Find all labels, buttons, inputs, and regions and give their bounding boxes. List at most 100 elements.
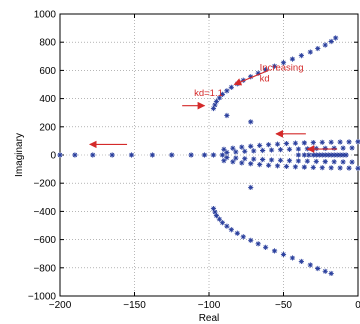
data-point xyxy=(337,139,343,145)
data-point xyxy=(251,148,257,154)
data-point xyxy=(277,157,284,163)
grid xyxy=(60,14,358,296)
data-point xyxy=(188,152,194,158)
data-point xyxy=(280,251,287,258)
data-point xyxy=(268,157,275,163)
data-point xyxy=(224,154,230,161)
data-point xyxy=(216,216,223,222)
data-point xyxy=(212,209,218,215)
y-tick-label: 200 xyxy=(39,122,56,133)
data-point xyxy=(322,42,328,48)
y-axis-label: Imaginary xyxy=(14,133,25,177)
data-point xyxy=(310,139,316,146)
data-point xyxy=(343,152,349,158)
data-point xyxy=(233,149,239,155)
data-point xyxy=(313,158,319,165)
data-point xyxy=(322,159,328,165)
data-point xyxy=(322,268,328,274)
data-point xyxy=(306,152,312,158)
data-point xyxy=(201,152,208,158)
data-point xyxy=(322,145,328,151)
data-point xyxy=(289,255,296,261)
annotation-arrow xyxy=(233,69,269,86)
x-tick-label: 0 xyxy=(355,300,360,311)
data-point xyxy=(268,147,275,153)
data-point xyxy=(212,102,218,108)
annotation-text: kd=1.1 xyxy=(194,88,223,99)
data-point xyxy=(221,146,227,152)
data-point xyxy=(257,161,263,168)
data-point xyxy=(248,119,254,125)
data-point xyxy=(271,63,278,69)
data-point xyxy=(340,159,346,165)
data-point xyxy=(295,146,301,152)
data-point xyxy=(248,184,254,191)
data-point xyxy=(315,45,321,52)
y-tick-label: −800 xyxy=(33,263,56,274)
data-point xyxy=(109,152,115,158)
data-point xyxy=(266,162,272,168)
data-point xyxy=(325,152,331,158)
data-point xyxy=(128,152,135,158)
data-point xyxy=(228,84,234,90)
x-tick-label: −150 xyxy=(123,300,146,311)
data-point xyxy=(149,152,155,158)
data-point xyxy=(346,139,352,145)
data-point xyxy=(319,139,325,145)
annotation-kd-1-1: kd=1.1 xyxy=(182,88,223,110)
data-point xyxy=(271,248,278,254)
data-point xyxy=(210,105,217,112)
data-point xyxy=(90,152,96,158)
data-point xyxy=(310,164,316,171)
data-point xyxy=(224,149,230,156)
y-tick-label: 600 xyxy=(39,66,56,77)
data-point xyxy=(248,237,254,243)
axis-tick-labels: −200 −150 −100 −50 0 −1000 −800 −600 −400 −200 0 20… xyxy=(28,10,360,312)
data-point xyxy=(337,165,343,171)
data-point xyxy=(210,205,217,212)
data-point xyxy=(221,158,227,164)
data-point xyxy=(328,152,334,158)
data-point xyxy=(233,155,239,161)
data-point xyxy=(283,163,290,170)
data-point xyxy=(349,145,355,151)
data-point xyxy=(349,159,355,165)
data-point xyxy=(263,244,269,250)
data-point xyxy=(283,140,290,147)
data-point xyxy=(292,164,299,170)
data-point xyxy=(319,152,325,158)
data-point xyxy=(242,148,248,154)
data-point xyxy=(277,147,284,153)
data-point xyxy=(210,152,217,158)
data-point xyxy=(169,152,175,158)
y-tick-label: 400 xyxy=(39,94,56,105)
data-point xyxy=(313,152,319,158)
annotation-text: Increasing xyxy=(260,62,304,73)
data-point xyxy=(230,145,236,151)
data-point xyxy=(213,98,220,105)
data-point xyxy=(230,159,236,165)
data-point xyxy=(328,165,334,171)
data-point xyxy=(274,163,281,169)
data-point xyxy=(316,152,322,158)
data-point xyxy=(240,234,246,240)
data-point xyxy=(219,220,226,226)
data-point xyxy=(239,160,245,166)
data-point xyxy=(216,95,223,101)
data-point xyxy=(239,144,245,150)
data-point xyxy=(260,147,266,154)
data-point xyxy=(251,156,257,162)
data-point xyxy=(295,158,301,164)
data-point xyxy=(57,152,63,158)
data-point xyxy=(301,152,307,158)
data-point xyxy=(286,146,293,152)
data-point xyxy=(322,152,328,158)
data-point xyxy=(307,262,313,268)
data-point xyxy=(355,165,360,171)
x-tick-label: −100 xyxy=(198,300,221,311)
data-point xyxy=(234,230,240,236)
data-point xyxy=(280,60,287,66)
data-point xyxy=(224,112,230,119)
